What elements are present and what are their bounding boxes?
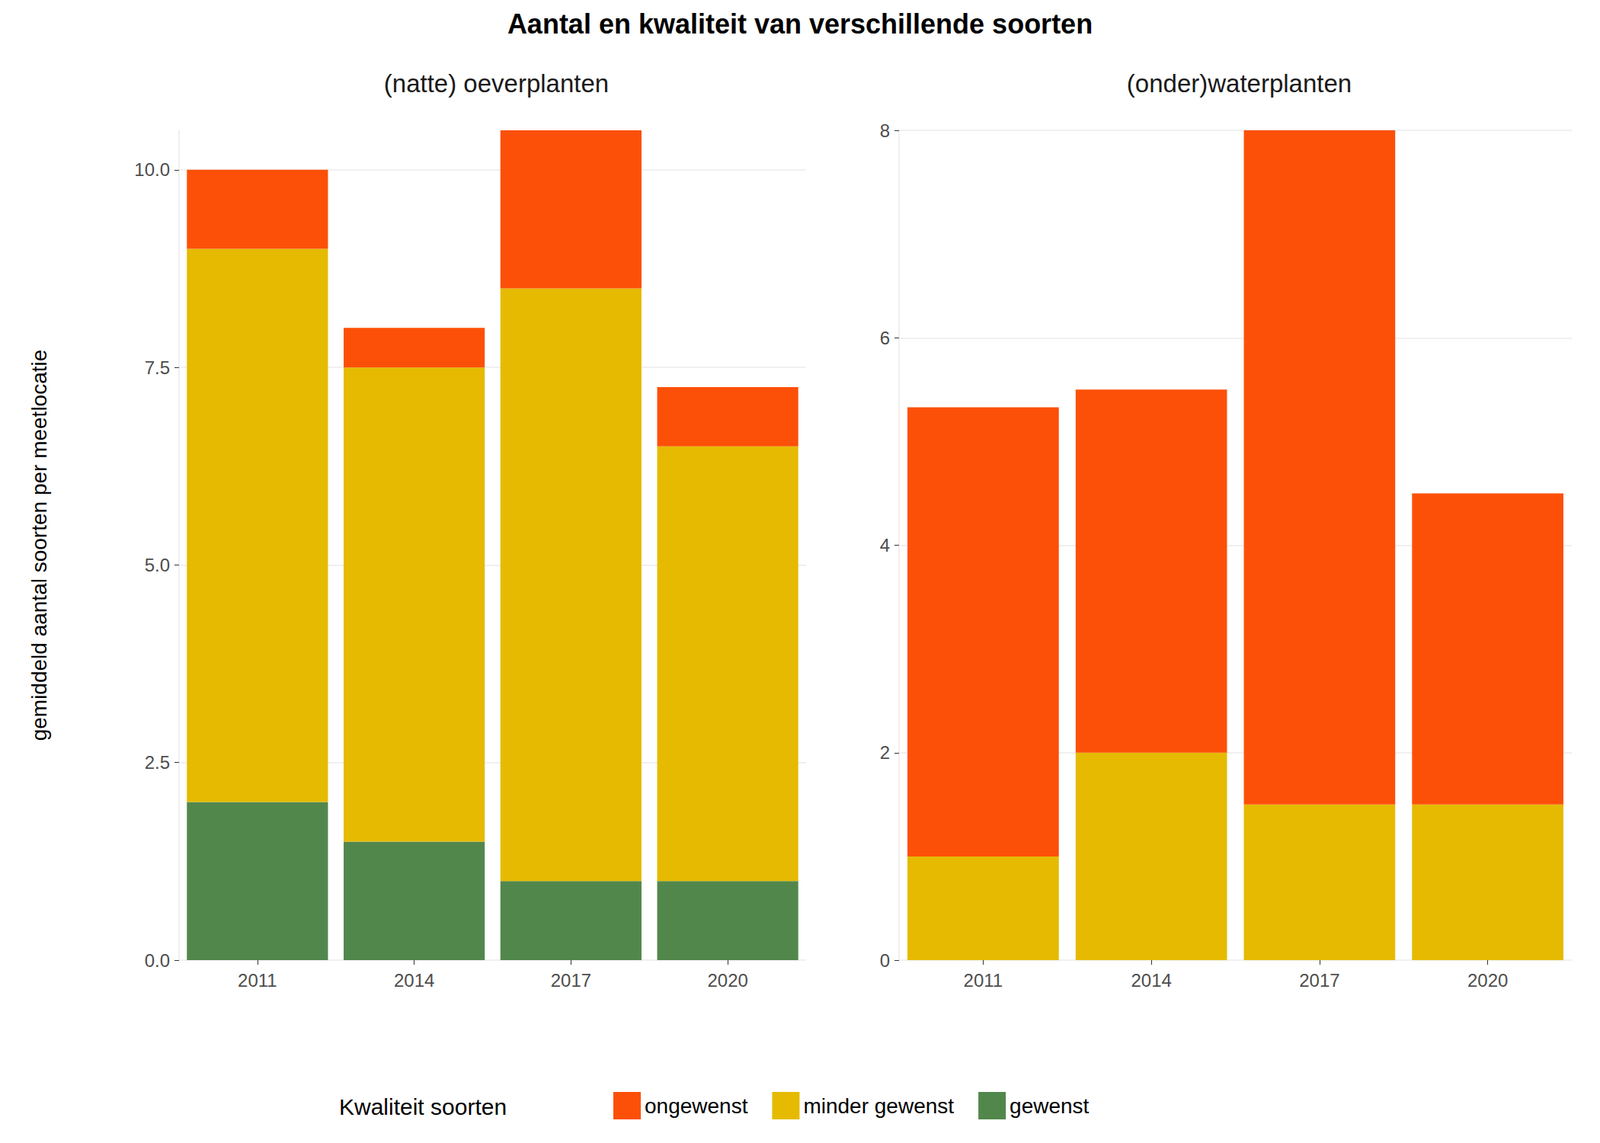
svg-text:2011: 2011	[237, 969, 278, 991]
svg-text:2.5: 2.5	[144, 752, 170, 773]
svg-text:5.0: 5.0	[144, 554, 170, 576]
svg-text:gewenst: gewenst	[1009, 1094, 1090, 1118]
svg-text:6: 6	[880, 327, 890, 349]
svg-text:Kwaliteit soorten: Kwaliteit soorten	[339, 1094, 507, 1120]
svg-text:(onder)waterplanten: (onder)waterplanten	[1126, 69, 1352, 98]
svg-text:2: 2	[880, 742, 890, 763]
svg-text:0.0: 0.0	[144, 950, 170, 971]
svg-text:2011: 2011	[963, 969, 1004, 991]
svg-text:10.0: 10.0	[134, 159, 170, 180]
svg-text:2017: 2017	[1299, 969, 1340, 991]
svg-text:2020: 2020	[1467, 969, 1508, 991]
svg-text:2014: 2014	[1130, 969, 1172, 991]
svg-text:4: 4	[880, 534, 890, 556]
svg-text:2017: 2017	[550, 969, 592, 991]
svg-text:7.5: 7.5	[144, 357, 170, 378]
svg-text:2020: 2020	[707, 969, 748, 991]
svg-text:ongewenst: ongewenst	[644, 1094, 749, 1118]
svg-text:minder gewenst: minder gewenst	[803, 1094, 954, 1118]
svg-text:(natte) oeverplanten: (natte) oeverplanten	[384, 69, 609, 98]
svg-text:8: 8	[880, 120, 890, 141]
svg-text:gemiddeld aantal soorten per m: gemiddeld aantal soorten per meetlocatie	[27, 349, 52, 742]
svg-text:Aantal en kwaliteit van versch: Aantal en kwaliteit van verschillende so…	[507, 8, 1093, 40]
svg-text:0: 0	[880, 950, 890, 971]
svg-text:2014: 2014	[393, 969, 435, 991]
